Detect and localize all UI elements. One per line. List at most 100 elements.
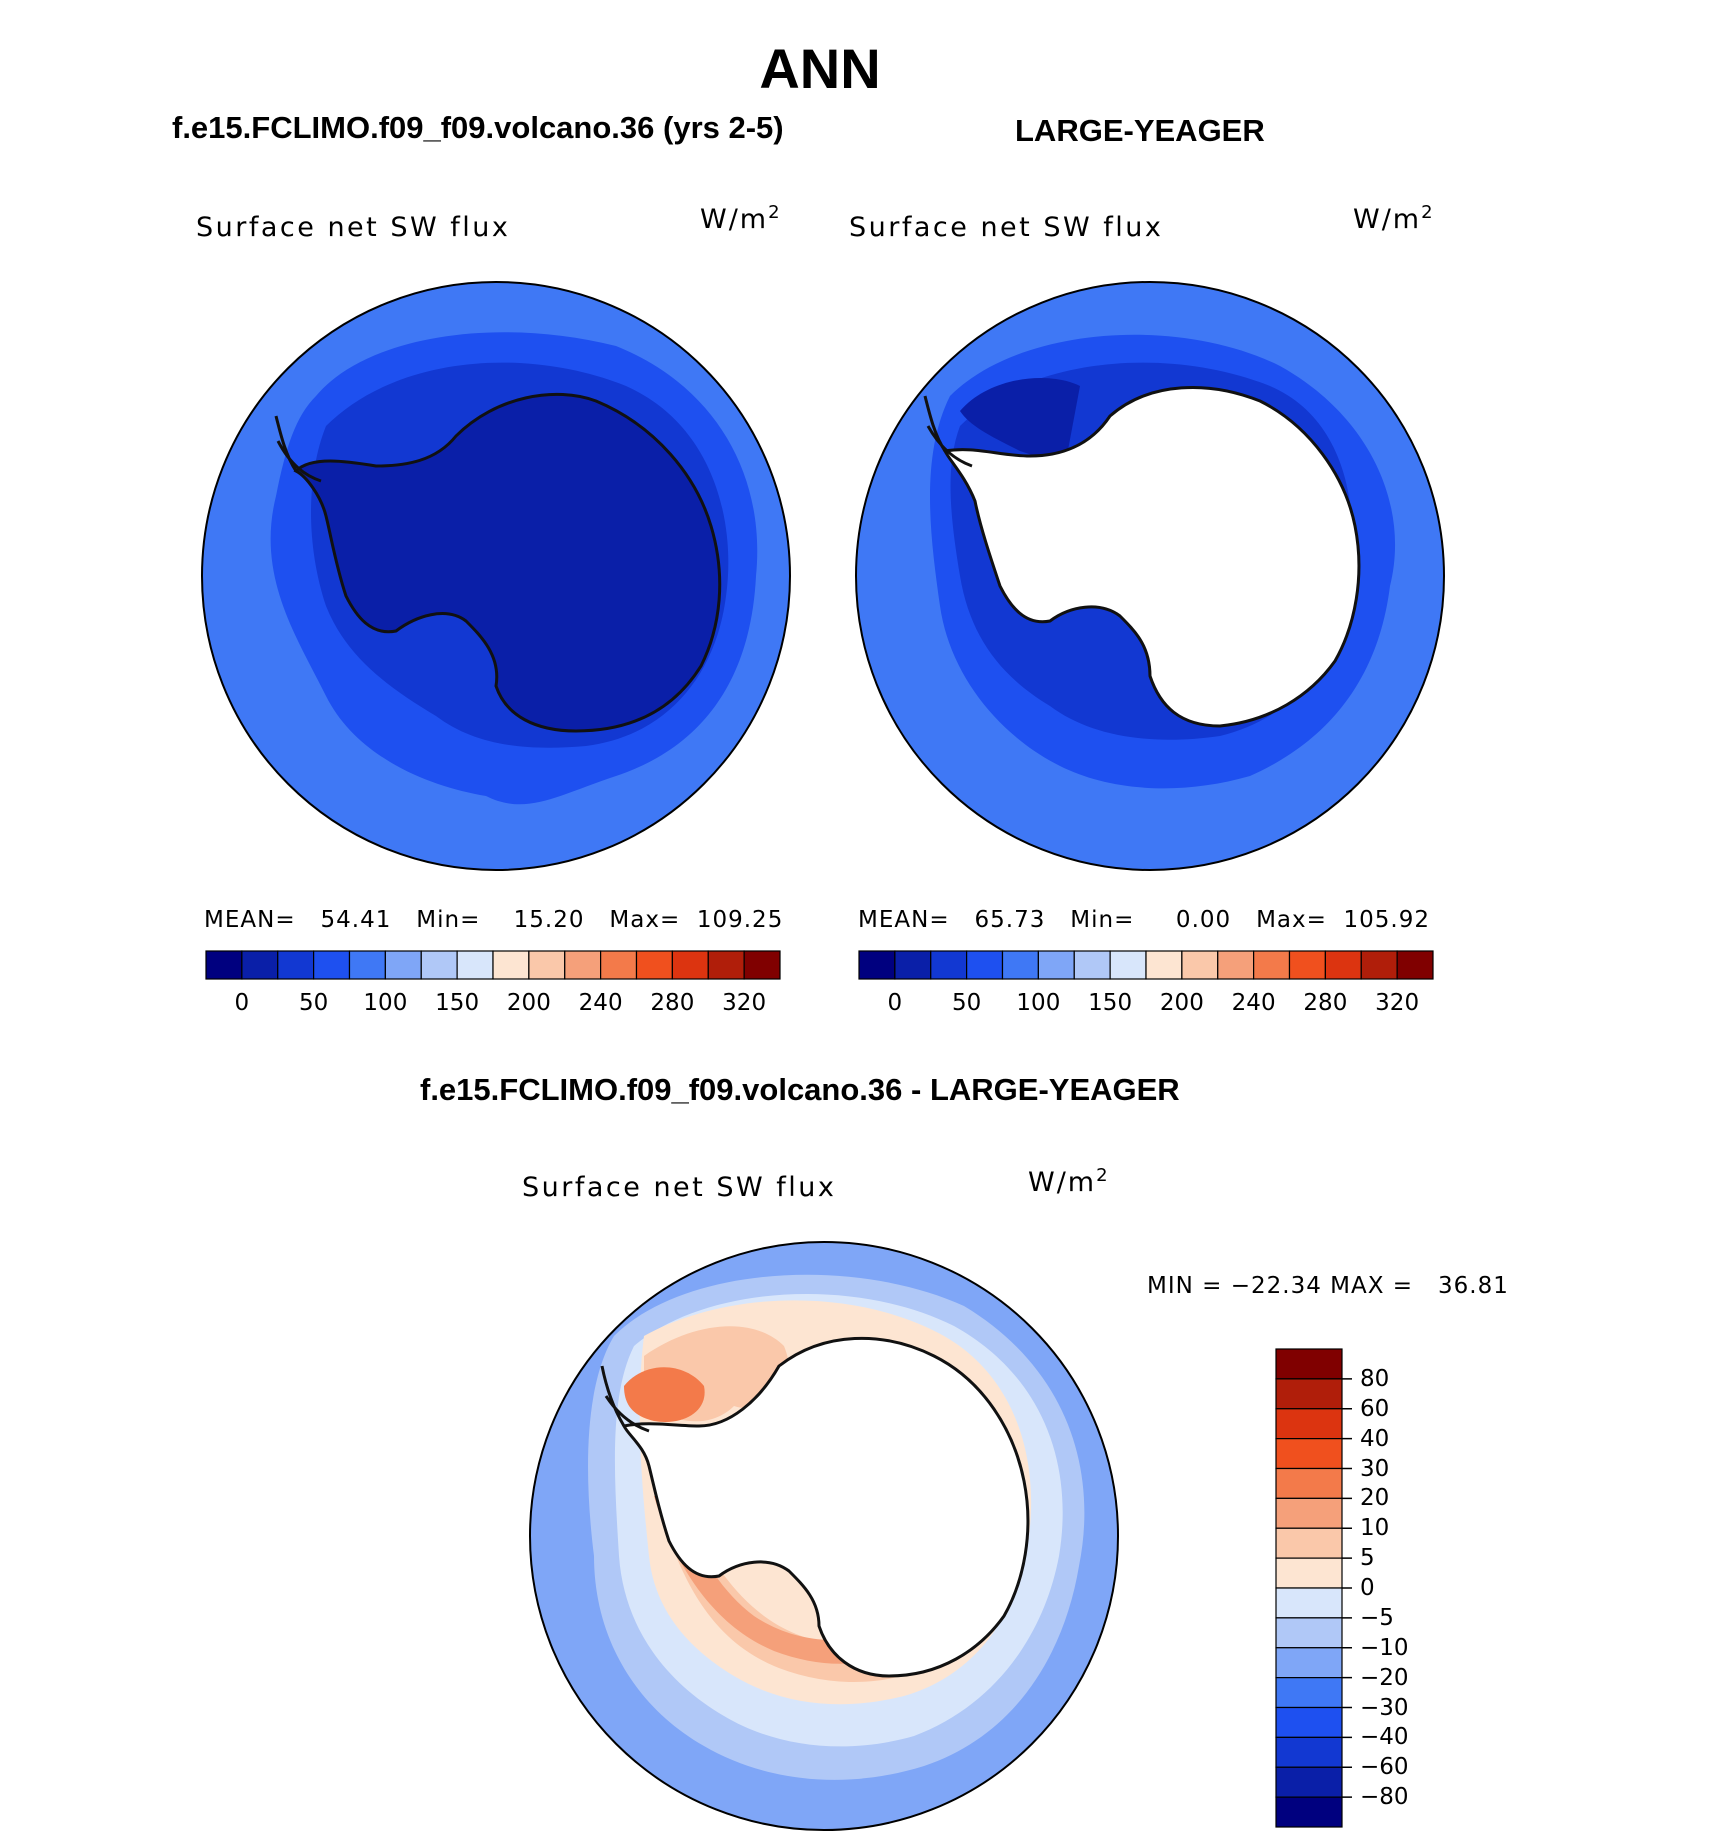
right-antarctica-land xyxy=(942,386,1361,728)
diff-units: W/m2 xyxy=(1028,1165,1108,1198)
right-colorbar-tick-label: 320 xyxy=(1375,990,1420,1016)
right-colorbar-swatch xyxy=(1253,950,1291,980)
right-colorbar-tick-label: 200 xyxy=(1159,990,1204,1016)
diff-colorbar-tick-label: −10 xyxy=(1360,1634,1409,1661)
right-colorbar-swatch xyxy=(1288,950,1326,980)
right-colorbar xyxy=(858,950,1434,980)
left-colorbar-swatch xyxy=(564,950,602,980)
diff-colorbar-swatch xyxy=(1275,1497,1343,1529)
diff-colorbar-swatch xyxy=(1275,1617,1343,1649)
diff-colorbar-labels: 80 60 40 30 20 10 5 0 −5 −10 −20 −30 −40 −60 −80 xyxy=(1360,1349,1480,1827)
diff-antarctica-land xyxy=(621,1336,1030,1678)
right-colorbar-swatch xyxy=(930,950,968,980)
right-colorbar-swatch xyxy=(1109,950,1147,980)
diff-colorbar-tick-label: 30 xyxy=(1360,1455,1390,1482)
right-peninsula xyxy=(923,395,973,468)
diff-colorbar-swatch xyxy=(1275,1557,1343,1589)
left-peninsula xyxy=(274,415,322,483)
left-colorbar-swatch xyxy=(492,950,530,980)
diff-colorbar-tick-label: −80 xyxy=(1360,1784,1409,1811)
right-colorbar-swatch xyxy=(1073,950,1111,980)
right-units-base: W/m xyxy=(1353,204,1422,235)
left-colorbar-swatch xyxy=(348,950,386,980)
diff-stats: MIN = −22.34 MAX = 36.81 xyxy=(1147,1273,1509,1299)
right-case-title: LARGE-YEAGER xyxy=(1015,113,1265,148)
left-colorbar-swatch xyxy=(528,950,566,980)
left-stats: MEAN= 54.41 Min= 15.20 Max= 109.25 xyxy=(204,907,784,933)
right-colorbar-tick-label: 280 xyxy=(1303,990,1348,1016)
left-colorbar-swatch xyxy=(707,950,745,980)
left-colorbar-tick-label: 150 xyxy=(435,990,480,1016)
diff-colorbar-swatch xyxy=(1275,1408,1343,1440)
left-colorbar-swatch xyxy=(384,950,422,980)
left-map-border xyxy=(201,281,791,871)
diff-colorbar-tick-label: −60 xyxy=(1360,1754,1409,1781)
diff-colorbar-swatch xyxy=(1275,1378,1343,1410)
right-colorbar-swatch xyxy=(1037,950,1075,980)
diff-colorbar-swatch xyxy=(1275,1706,1343,1738)
diff-colorbar-tick-label: 60 xyxy=(1360,1395,1390,1422)
right-field-label: Surface net SW flux xyxy=(849,212,1164,243)
diff-pos-mid xyxy=(644,1326,1015,1683)
right-ice-dark-patch xyxy=(960,378,1080,466)
left-antarctica-ice xyxy=(293,392,722,733)
left-polar-map xyxy=(201,281,791,871)
left-colorbar-swatch xyxy=(456,950,494,980)
diff-colorbar-swatch xyxy=(1275,1527,1343,1559)
diff-pos-peak xyxy=(624,1367,705,1422)
right-colorbar-swatch xyxy=(1145,950,1183,980)
left-units-exp: 2 xyxy=(768,202,780,223)
right-colorbar-tick-label: 100 xyxy=(1016,990,1061,1016)
diff-colorbar-swatch xyxy=(1275,1796,1343,1828)
right-colorbar-swatch xyxy=(1001,950,1039,980)
diff-colorbar-swatch xyxy=(1275,1348,1343,1380)
diff-colorbar-tick-label: −40 xyxy=(1360,1724,1409,1751)
right-colorbar-swatch xyxy=(966,950,1004,980)
diff-map-border xyxy=(529,1241,1119,1831)
diff-colorbar-tick-label: 10 xyxy=(1360,1515,1390,1542)
diff-colorbar-tick-label: −5 xyxy=(1360,1604,1394,1631)
right-colorbar-swatch xyxy=(858,950,896,980)
diff-colorbar-swatch xyxy=(1275,1677,1343,1709)
right-colorbar-swatch xyxy=(1360,950,1398,980)
left-colorbar-tick-label: 320 xyxy=(722,990,767,1016)
left-colorbar-tick-label: 100 xyxy=(363,990,408,1016)
right-colorbar-swatch xyxy=(1396,950,1434,980)
left-colorbar-swatch xyxy=(420,950,458,980)
right-colorbar-tick-label: 0 xyxy=(887,990,903,1016)
left-colorbar xyxy=(205,950,781,980)
left-colorbar-swatch xyxy=(671,950,709,980)
right-colorbar-swatch xyxy=(894,950,932,980)
left-case-title: f.e15.FCLIMO.f09_f09.volcano.36 (yrs 2-5… xyxy=(172,110,784,145)
diff-colorbar-swatch xyxy=(1275,1766,1343,1798)
diff-colorbar-swatch xyxy=(1275,1438,1343,1470)
left-field-label: Surface net SW flux xyxy=(196,212,511,243)
right-colorbar-tick-label: 150 xyxy=(1088,990,1133,1016)
left-colorbar-swatch xyxy=(241,950,279,980)
diff-colorbar-swatch xyxy=(1275,1587,1343,1619)
diff-colorbar-tick-label: 80 xyxy=(1360,1365,1390,1392)
right-units-exp: 2 xyxy=(1421,202,1433,223)
left-colorbar-swatch xyxy=(743,950,781,980)
right-map-border xyxy=(855,281,1445,871)
left-colorbar-swatch xyxy=(277,950,315,980)
right-units: W/m2 xyxy=(1353,202,1433,235)
right-colorbar-swatch xyxy=(1181,950,1219,980)
diff-field-label: Surface net SW flux xyxy=(522,1172,837,1203)
diff-colorbar-swatch xyxy=(1275,1467,1343,1499)
left-colorbar-swatch xyxy=(205,950,243,980)
right-stats: MEAN= 65.73 Min= 0.00 Max= 105.92 xyxy=(858,907,1431,933)
left-colorbar-tick-label: 50 xyxy=(298,990,329,1016)
left-colorbar-tick-label: 200 xyxy=(506,990,551,1016)
left-units-base: W/m xyxy=(700,204,769,235)
right-colorbar-swatch xyxy=(1217,950,1255,980)
left-colorbar-tick-label: 280 xyxy=(650,990,695,1016)
diff-colorbar-tick-label: 40 xyxy=(1360,1425,1390,1452)
diff-colorbar-tick-label: 20 xyxy=(1360,1485,1390,1512)
diff-colorbar-tick-label: 5 xyxy=(1360,1545,1375,1572)
right-colorbar-labels: 0 50 100 150 200 240 280 320 xyxy=(859,990,1433,1020)
diff-units-base: W/m xyxy=(1028,1167,1097,1198)
right-colorbar-tick-label: 240 xyxy=(1231,990,1276,1016)
diff-case-title: f.e15.FCLIMO.f09_f09.volcano.36 - LARGE-… xyxy=(420,1072,1180,1107)
left-colorbar-labels: 0 50 100 150 200 240 280 320 xyxy=(206,990,780,1020)
